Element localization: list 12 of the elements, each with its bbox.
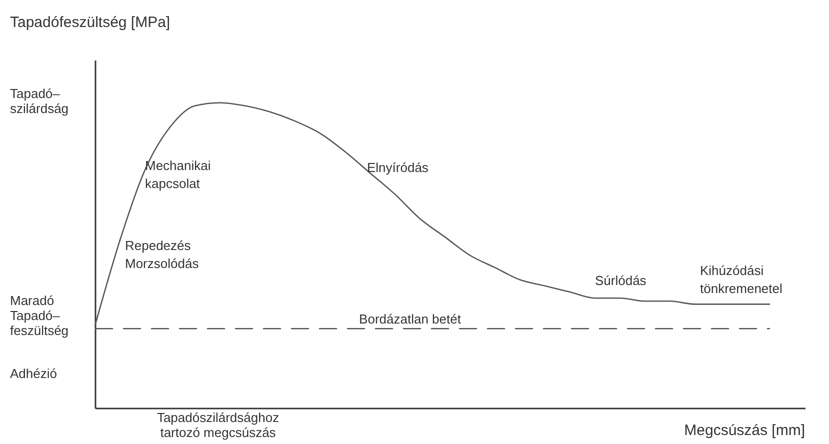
series-label: Bordázatlan betét <box>359 312 462 327</box>
annotation: Mechanikai kapcsolat <box>145 158 211 191</box>
annotation: Elnyíródás <box>367 160 429 175</box>
annotation: Kihúzódási tönkremenetel <box>700 263 782 296</box>
annotation: Repedezés Morzsolódás <box>125 238 200 271</box>
text: Tapadószilárdsághoz tartozó megcsúszás <box>156 410 280 440</box>
x-axis-title: Megcsúszás [mm] <box>684 422 805 439</box>
y-axis-title: Tapadófeszültség [MPa] <box>10 14 170 31</box>
text: Maradó Tapadó– feszültség <box>10 293 69 338</box>
text: Adhézió <box>10 366 57 381</box>
text: Tapadó– szilárdság <box>10 86 69 116</box>
annotation: Súrlódás <box>595 273 647 288</box>
